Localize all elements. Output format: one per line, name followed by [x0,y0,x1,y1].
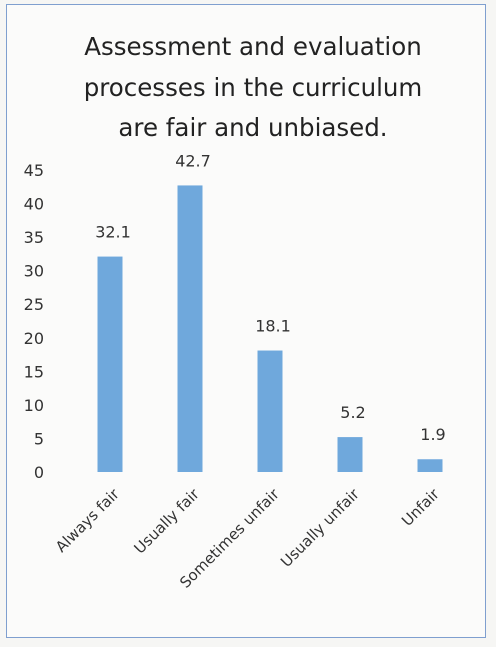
data-labels: 32.1 42.7 18.1 5.2 1.9 [95,151,446,444]
bar [337,437,363,472]
y-tick-label: 10 [24,396,44,415]
chart-frame [6,4,486,638]
y-tick-label: 35 [24,228,44,247]
bar [257,350,283,472]
y-tick-label: 30 [24,262,44,281]
data-label: 5.2 [340,403,365,422]
data-label: 32.1 [95,223,131,242]
bar [417,459,443,472]
chart-title: Assessment and evaluation processes in t… [84,32,423,142]
data-label: 1.9 [420,425,445,444]
y-tick-label: 20 [24,329,44,348]
y-tick-label: 5 [34,429,44,448]
data-label: 42.7 [175,151,211,170]
chart-title-line-2: processes in the curriculum [84,73,423,102]
x-tick-label: Usually fair [131,485,204,558]
chart-title-line-3: are fair and unbiased. [118,113,387,142]
y-axis: 0 5 10 15 20 25 30 35 40 45 [24,161,44,482]
y-tick-label: 25 [24,295,44,314]
y-tick-label: 15 [24,362,44,381]
bar [177,185,203,473]
x-tick-label: Usually unfair [277,485,363,571]
y-tick-label: 0 [34,463,44,482]
y-tick-label: 40 [24,195,44,214]
bar [97,256,123,472]
x-tick-label: Always fair [52,485,123,556]
bars [97,185,443,473]
y-tick-label: 45 [24,161,44,180]
data-label: 18.1 [255,317,291,336]
x-tick-label: Unfair [398,485,443,530]
chart-title-line-1: Assessment and evaluation [84,32,422,61]
